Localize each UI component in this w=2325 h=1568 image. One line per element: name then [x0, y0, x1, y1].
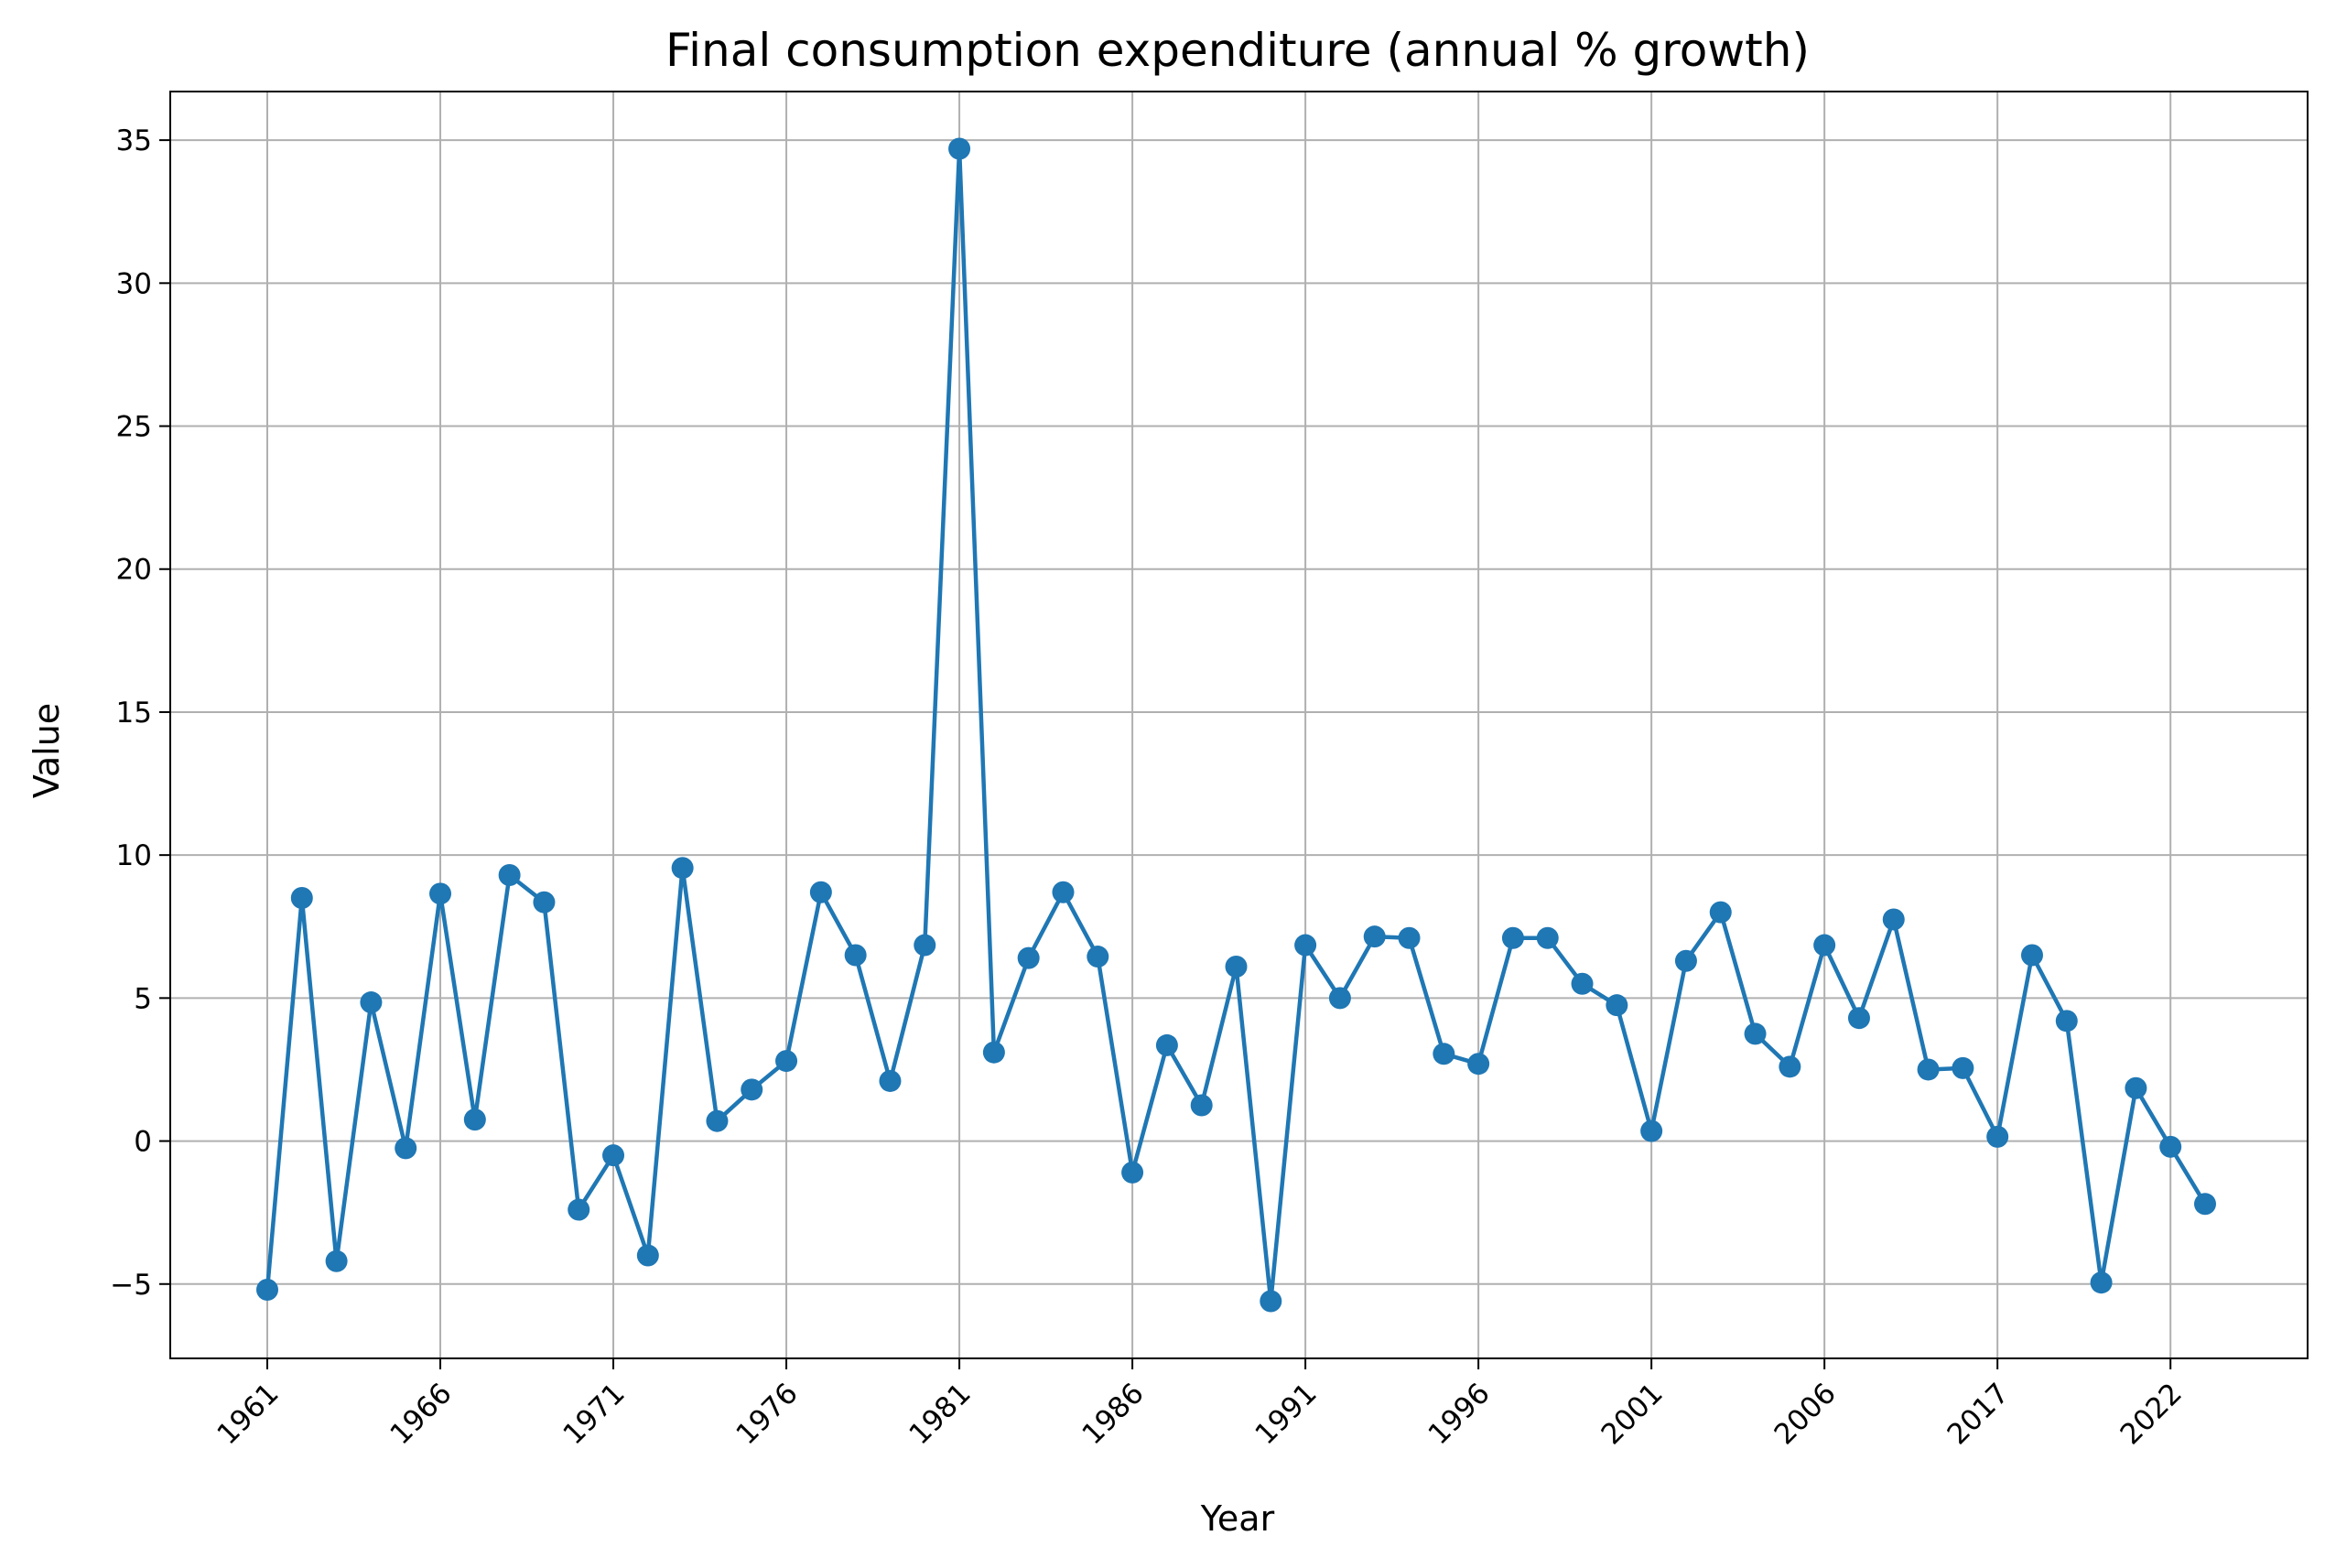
data-point: [1640, 1119, 1663, 1142]
x-axis-label: Year: [1200, 1498, 1275, 1539]
data-point: [2159, 1135, 2182, 1158]
data-point: [671, 857, 694, 880]
data-point: [1952, 1056, 1974, 1079]
data-point: [1709, 901, 1732, 924]
data-point: [568, 1198, 590, 1221]
data-point: [775, 1050, 798, 1073]
y-tick-label: 0: [134, 1126, 152, 1159]
data-point: [2020, 944, 2043, 967]
data-point: [1190, 1094, 1213, 1117]
data-point: [1052, 881, 1075, 903]
data-point: [1882, 908, 1905, 931]
data-point: [602, 1144, 625, 1167]
data-point: [809, 881, 832, 903]
data-point: [844, 944, 867, 967]
data-point: [463, 1108, 486, 1131]
data-point: [533, 891, 556, 914]
data-point: [1779, 1055, 1801, 1078]
y-tick-label: 20: [116, 554, 152, 587]
data-point: [706, 1109, 729, 1132]
data-point: [498, 864, 521, 887]
grid-lines: [170, 92, 2308, 1358]
y-tick-label: 10: [116, 839, 152, 872]
data-point: [1501, 926, 1524, 949]
data-point: [1328, 987, 1351, 1010]
y-tick-label: 15: [116, 697, 152, 730]
data-point: [948, 137, 971, 160]
y-tick-label: 30: [116, 267, 152, 300]
data-series: [256, 137, 2216, 1313]
data-point: [1986, 1125, 2009, 1148]
data-point: [1087, 946, 1109, 968]
data-point: [325, 1249, 348, 1272]
data-point: [1536, 926, 1559, 949]
y-tick-label: 5: [134, 982, 152, 1015]
data-point: [1363, 925, 1386, 948]
data-point: [2055, 1010, 2078, 1033]
data-point: [982, 1041, 1005, 1064]
data-point: [914, 934, 936, 957]
data-point: [2125, 1076, 2147, 1099]
data-point: [1813, 934, 1836, 957]
data-point: [1744, 1022, 1767, 1045]
data-point: [1155, 1033, 1178, 1056]
data-point: [429, 882, 452, 905]
data-point: [879, 1069, 902, 1092]
y-tick-label: 35: [116, 124, 152, 157]
data-point: [1606, 994, 1628, 1017]
data-point: [395, 1137, 417, 1160]
data-point: [360, 991, 383, 1014]
data-point: [1017, 946, 1040, 969]
plot-frame: [169, 91, 2309, 1359]
data-point: [2090, 1271, 2113, 1294]
data-point: [1433, 1043, 1455, 1065]
data-point: [1571, 972, 1594, 995]
data-point: [256, 1279, 278, 1302]
data-point: [1674, 949, 1697, 972]
data-point: [1225, 955, 1248, 978]
data-point: [1260, 1290, 1282, 1313]
data-point: [1467, 1053, 1490, 1076]
y-tick-label: 25: [116, 411, 152, 444]
data-point: [1847, 1007, 1870, 1030]
y-axis-label: Value: [27, 703, 67, 798]
y-tick-label: −5: [110, 1269, 152, 1302]
data-point: [636, 1244, 659, 1267]
data-point: [1398, 926, 1421, 949]
data-point: [1917, 1058, 1940, 1081]
data-point: [2194, 1193, 2216, 1216]
data-point: [1121, 1161, 1144, 1184]
data-point: [1294, 934, 1317, 957]
data-point: [290, 887, 313, 910]
data-point: [741, 1078, 763, 1101]
chart-title: Final consumption expenditure (annual % …: [665, 24, 1810, 77]
y-axis-ticks: −5 0 5 10 15 20 25 30 35: [110, 124, 170, 1302]
